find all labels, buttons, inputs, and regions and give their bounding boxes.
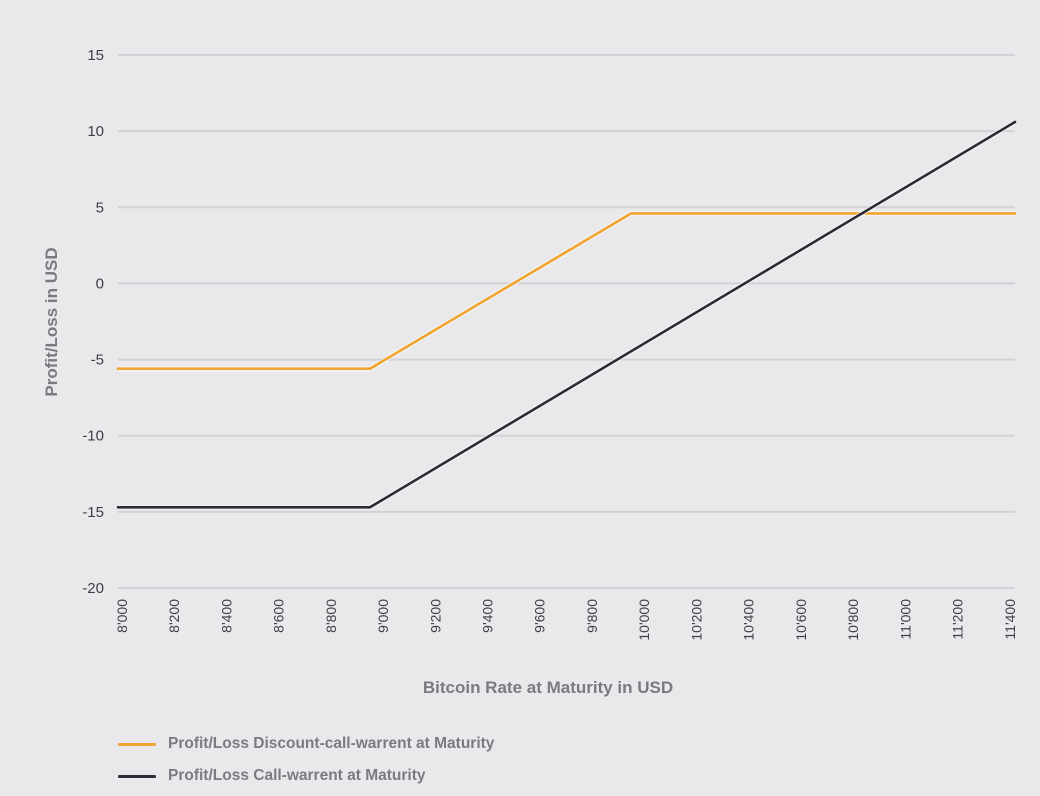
legend-item-discount-call: Profit/Loss Discount-call-warrent at Mat… (118, 728, 494, 760)
legend-swatch-call (118, 774, 156, 778)
y-tick-label: 5 (96, 199, 104, 216)
series-line-call (116, 120, 1017, 509)
x-tick-label: 10'000 (636, 599, 652, 641)
x-tick-label: 8'200 (166, 599, 182, 633)
x-axis-ticks: 8'000 8'200 8'400 8'600 8'800 9'000 9'200 9'400… (114, 599, 1018, 641)
x-tick-label: 9'400 (480, 599, 496, 633)
legend-item-call: Profit/Loss Call-warrent at Maturity (118, 760, 494, 792)
x-tick-label: 11'400 (1002, 599, 1018, 640)
y-tick-label: -15 (82, 504, 104, 521)
x-tick-label: 11'000 (897, 599, 913, 640)
series-halo (118, 119, 1017, 510)
series-lines (116, 119, 1017, 510)
y-tick-label: 0 (96, 275, 104, 292)
legend-label-call: Profit/Loss Call-warrent at Maturity (168, 767, 426, 784)
y-tick-label: -20 (82, 580, 104, 597)
x-tick-label: 9'200 (427, 599, 443, 633)
y-tick-label: 10 (87, 123, 104, 140)
y-axis-ticks: 15 10 5 0 -5 -10 -15 -20 (82, 47, 104, 597)
series-halo (118, 210, 1015, 372)
x-tick-label: 9'800 (584, 599, 600, 633)
x-tick-label: 9'600 (532, 599, 548, 633)
x-tick-label: 8'600 (271, 599, 287, 633)
y-tick-label: 15 (87, 47, 104, 64)
y-tick-label: -10 (82, 428, 104, 445)
y-tick-label: -5 (91, 352, 104, 369)
x-axis-label: Bitcoin Rate at Maturity in USD (423, 678, 673, 697)
x-tick-label: 8'800 (323, 599, 339, 633)
x-tick-label: 10'200 (688, 599, 704, 641)
x-tick-label: 10'600 (793, 599, 809, 641)
x-tick-label: 9'000 (375, 599, 391, 633)
series-line-discount-call (116, 212, 1017, 371)
x-tick-label: 8'400 (218, 599, 234, 633)
legend-label-discount-call: Profit/Loss Discount-call-warrent at Mat… (168, 735, 495, 752)
x-tick-label: 10'400 (741, 599, 757, 641)
y-axis-label: Profit/Loss in USD (42, 247, 61, 396)
gridlines (118, 54, 1015, 589)
x-tick-label: 11'200 (950, 599, 966, 640)
legend: Profit/Loss Discount-call-warrent at Mat… (118, 728, 494, 792)
legend-swatch-discount-call (118, 742, 156, 746)
x-tick-label: 8'000 (114, 599, 130, 633)
x-tick-label: 10'800 (845, 599, 861, 641)
